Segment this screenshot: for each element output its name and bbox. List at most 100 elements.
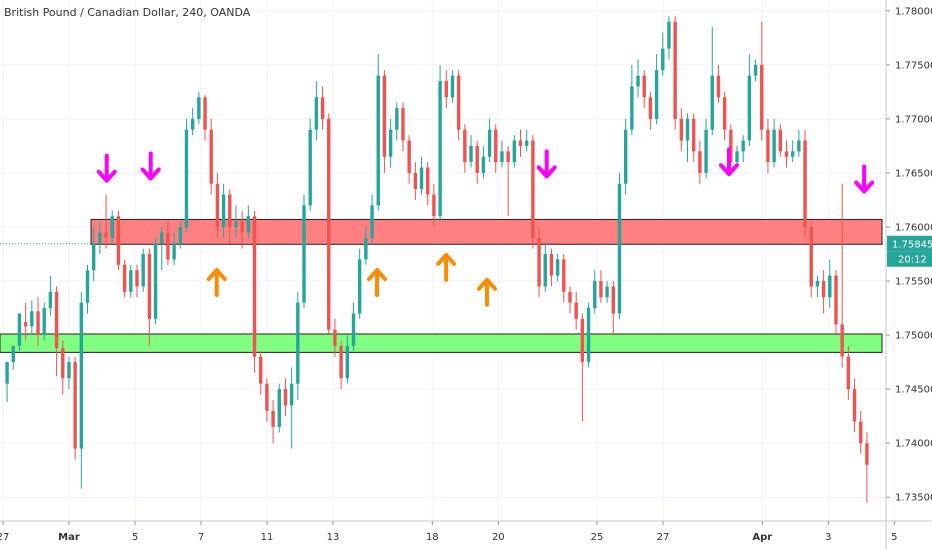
- candle-body: [30, 311, 34, 327]
- candle-body: [840, 324, 844, 357]
- candle-body: [339, 345, 343, 379]
- candle: [642, 70, 646, 109]
- candle-body: [98, 232, 102, 244]
- candle: [48, 275, 53, 316]
- candle: [426, 162, 430, 206]
- candle-body: [475, 145, 479, 173]
- candle-body: [518, 140, 523, 146]
- candle-body: [345, 345, 350, 379]
- candle-body: [803, 140, 807, 227]
- candle-body: [364, 237, 368, 260]
- candle: [790, 140, 795, 163]
- x-tick-label: 27: [0, 532, 9, 543]
- candle-body: [481, 156, 486, 173]
- candle-body: [395, 108, 399, 130]
- candle-body: [617, 183, 622, 314]
- candle-body: [67, 362, 71, 379]
- price-axis[interactable]: 1.73500 1.74000 1.74500 1.75000 1.75500 1.760…: [886, 6, 932, 504]
- arrow-head: [854, 180, 875, 194]
- candle-body: [821, 281, 826, 298]
- candle: [160, 226, 164, 271]
- candle: [413, 162, 418, 200]
- x-tick-label: 11: [261, 532, 274, 543]
- candle: [345, 335, 350, 384]
- candles-layer[interactable]: [5, 16, 869, 503]
- candle-body: [104, 232, 108, 238]
- candle-body: [636, 75, 640, 87]
- candle: [110, 210, 114, 244]
- time-axis[interactable]: 27 Mar 5 7 11 13 18 20 25 27 Apr 3 5: [0, 521, 898, 543]
- candle: [85, 264, 90, 314]
- candle: [184, 118, 189, 233]
- candle-body: [357, 259, 362, 314]
- candle-body: [494, 129, 498, 163]
- candle-body: [549, 254, 554, 276]
- countdown-bg: [887, 251, 932, 267]
- arrow-head: [96, 169, 117, 183]
- candle: [320, 86, 325, 130]
- candle: [166, 221, 170, 265]
- candle-body: [17, 313, 22, 346]
- candle-body: [314, 97, 319, 130]
- candle: [574, 291, 578, 330]
- candle: [630, 64, 634, 136]
- candle: [42, 302, 46, 341]
- candle: [500, 140, 504, 168]
- candle: [308, 118, 312, 211]
- candle-body: [444, 81, 448, 98]
- candle: [716, 64, 721, 103]
- x-tick-label: 7: [198, 532, 204, 543]
- candle: [135, 264, 139, 298]
- candle: [91, 226, 96, 282]
- arrow-head: [719, 163, 739, 177]
- candle-body: [289, 383, 294, 406]
- candle: [852, 378, 857, 433]
- candle: [79, 291, 84, 489]
- arrow-head: [140, 167, 161, 181]
- candle-body: [456, 75, 461, 130]
- candle-body: [197, 97, 201, 119]
- up-arrow-icon: [477, 277, 497, 307]
- candle-body: [388, 129, 393, 157]
- candle-body: [48, 291, 53, 309]
- candle: [846, 345, 851, 400]
- candle: [129, 264, 133, 298]
- candle-body: [704, 129, 708, 173]
- candle-body: [512, 140, 517, 163]
- candle-body: [73, 362, 77, 449]
- candle-body: [11, 345, 15, 363]
- candle: [537, 226, 541, 298]
- candle-body: [487, 129, 492, 157]
- candle: [611, 281, 615, 336]
- candle-body: [623, 129, 628, 184]
- x-tick-label: Apr: [752, 532, 772, 543]
- candle-body: [531, 140, 535, 238]
- candle-body: [543, 254, 547, 287]
- candle-body: [61, 348, 65, 379]
- candle-body: [271, 410, 275, 427]
- candle-body: [135, 270, 139, 287]
- candle: [809, 221, 813, 298]
- candle-body: [333, 329, 337, 346]
- candle: [617, 172, 622, 319]
- candle: [481, 145, 486, 179]
- candle-body: [5, 362, 9, 384]
- candle: [821, 270, 826, 314]
- candle: [67, 356, 71, 390]
- arrow-head: [206, 268, 227, 282]
- candle: [512, 135, 517, 168]
- candle-body: [283, 389, 288, 406]
- candle: [469, 135, 473, 168]
- candle-body: [147, 254, 152, 319]
- candle-body: [630, 86, 634, 130]
- candle: [364, 226, 368, 265]
- candle: [753, 59, 758, 82]
- candle: [599, 270, 603, 303]
- x-tick-label: 3: [825, 532, 831, 543]
- candle: [271, 399, 275, 444]
- candle-body: [710, 75, 714, 130]
- candle-body: [221, 194, 226, 227]
- x-tick-label: Mar: [58, 532, 80, 543]
